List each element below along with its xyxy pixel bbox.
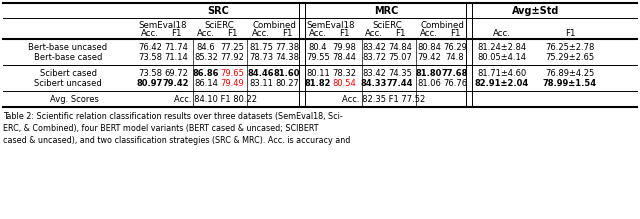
Text: 80.4: 80.4 <box>308 42 327 51</box>
Text: 79.65: 79.65 <box>220 69 244 78</box>
Text: 84.6: 84.6 <box>196 42 215 51</box>
Text: SemEval18: SemEval18 <box>307 21 355 30</box>
Text: 76.89±4.25: 76.89±4.25 <box>545 69 595 78</box>
Text: 75.29±2.65: 75.29±2.65 <box>545 53 595 62</box>
Text: 71.74: 71.74 <box>164 42 188 51</box>
Text: 76.76: 76.76 <box>443 78 467 88</box>
Text: Acc.: Acc. <box>252 30 270 39</box>
Text: 77.25: 77.25 <box>220 42 244 51</box>
Text: 84.46: 84.46 <box>248 69 275 78</box>
Text: 79.42: 79.42 <box>163 78 189 88</box>
Text: 80.97: 80.97 <box>137 78 163 88</box>
Text: 86.14: 86.14 <box>194 78 218 88</box>
Text: Acc.: Acc. <box>365 30 383 39</box>
Text: 81.06: 81.06 <box>417 78 441 88</box>
Text: 77.92: 77.92 <box>220 53 244 62</box>
Text: 80.84: 80.84 <box>417 42 441 51</box>
Text: 78.44: 78.44 <box>332 53 356 62</box>
Text: 83.42: 83.42 <box>362 69 386 78</box>
Text: 73.58: 73.58 <box>138 53 162 62</box>
Text: Avg±Std: Avg±Std <box>512 6 560 16</box>
Text: 80.27: 80.27 <box>275 78 299 88</box>
Text: F1: F1 <box>564 30 575 39</box>
Text: 80.05±4.14: 80.05±4.14 <box>477 53 527 62</box>
Text: Table 2: Scientific relation classification results over three datasets (SemEval: Table 2: Scientific relation classificat… <box>3 112 350 145</box>
Text: SemEval18: SemEval18 <box>139 21 188 30</box>
Text: 75.07: 75.07 <box>388 53 412 62</box>
Text: F1: F1 <box>339 30 349 39</box>
Text: 81.60: 81.60 <box>274 69 300 78</box>
Text: 76.29: 76.29 <box>443 42 467 51</box>
Text: 85.32: 85.32 <box>194 53 218 62</box>
Text: 79.98: 79.98 <box>332 42 356 51</box>
Text: Acc.: Acc. <box>493 30 511 39</box>
Text: Acc.: Acc. <box>309 30 327 39</box>
Text: 81.71±4.60: 81.71±4.60 <box>477 69 527 78</box>
Text: MRC: MRC <box>374 6 399 16</box>
Text: F1: F1 <box>282 30 292 39</box>
Text: Combined: Combined <box>252 21 296 30</box>
Text: Avg. Scores: Avg. Scores <box>50 95 99 104</box>
Text: 77.68: 77.68 <box>442 69 468 78</box>
Text: 81.75: 81.75 <box>249 42 273 51</box>
Text: 76.25±2.78: 76.25±2.78 <box>545 42 595 51</box>
Text: F1: F1 <box>171 30 181 39</box>
Text: Acc.: Acc. <box>420 30 438 39</box>
Text: 74.38: 74.38 <box>275 53 299 62</box>
Text: 84.33: 84.33 <box>361 78 387 88</box>
Text: 73.58: 73.58 <box>138 69 162 78</box>
Text: 74.84: 74.84 <box>388 42 412 51</box>
Text: 71.14: 71.14 <box>164 53 188 62</box>
Text: Combined: Combined <box>420 21 464 30</box>
Text: 79.42: 79.42 <box>417 53 441 62</box>
Text: 74.8: 74.8 <box>445 53 464 62</box>
Text: 78.73: 78.73 <box>249 53 273 62</box>
Text: Acc. 84.10 F1 80.22: Acc. 84.10 F1 80.22 <box>173 95 257 104</box>
Text: 74.35: 74.35 <box>388 69 412 78</box>
Text: 80.54: 80.54 <box>332 78 356 88</box>
Text: 83.42: 83.42 <box>362 42 386 51</box>
Text: 79.49: 79.49 <box>220 78 244 88</box>
Text: 76.42: 76.42 <box>138 42 162 51</box>
Text: F1: F1 <box>395 30 405 39</box>
Text: 86.86: 86.86 <box>193 69 220 78</box>
Text: 81.80: 81.80 <box>416 69 442 78</box>
Text: 77.38: 77.38 <box>275 42 299 51</box>
Text: F1: F1 <box>450 30 460 39</box>
Text: SciERC: SciERC <box>372 21 402 30</box>
Text: 78.32: 78.32 <box>332 69 356 78</box>
Text: 83.72: 83.72 <box>362 53 386 62</box>
Text: 79.55: 79.55 <box>306 53 330 62</box>
Text: Scibert uncased: Scibert uncased <box>34 78 102 88</box>
Text: Acc. 82.35 F1 77.52: Acc. 82.35 F1 77.52 <box>342 95 426 104</box>
Text: Bert-base uncased: Bert-base uncased <box>28 42 108 51</box>
Text: 82.91±2.04: 82.91±2.04 <box>475 78 529 88</box>
Text: F1: F1 <box>227 30 237 39</box>
Text: SciERC: SciERC <box>204 21 234 30</box>
Text: Scibert cased: Scibert cased <box>40 69 97 78</box>
Text: Bert-base cased: Bert-base cased <box>34 53 102 62</box>
Text: 69.72: 69.72 <box>164 69 188 78</box>
Text: 81.24±2.84: 81.24±2.84 <box>477 42 527 51</box>
Text: 83.11: 83.11 <box>249 78 273 88</box>
Text: 80.11: 80.11 <box>306 69 330 78</box>
Text: SRC: SRC <box>207 6 229 16</box>
Text: Acc.: Acc. <box>141 30 159 39</box>
Text: 78.99±1.54: 78.99±1.54 <box>543 78 597 88</box>
Text: Acc.: Acc. <box>197 30 215 39</box>
Text: 77.44: 77.44 <box>387 78 413 88</box>
Text: 81.82: 81.82 <box>305 78 332 88</box>
